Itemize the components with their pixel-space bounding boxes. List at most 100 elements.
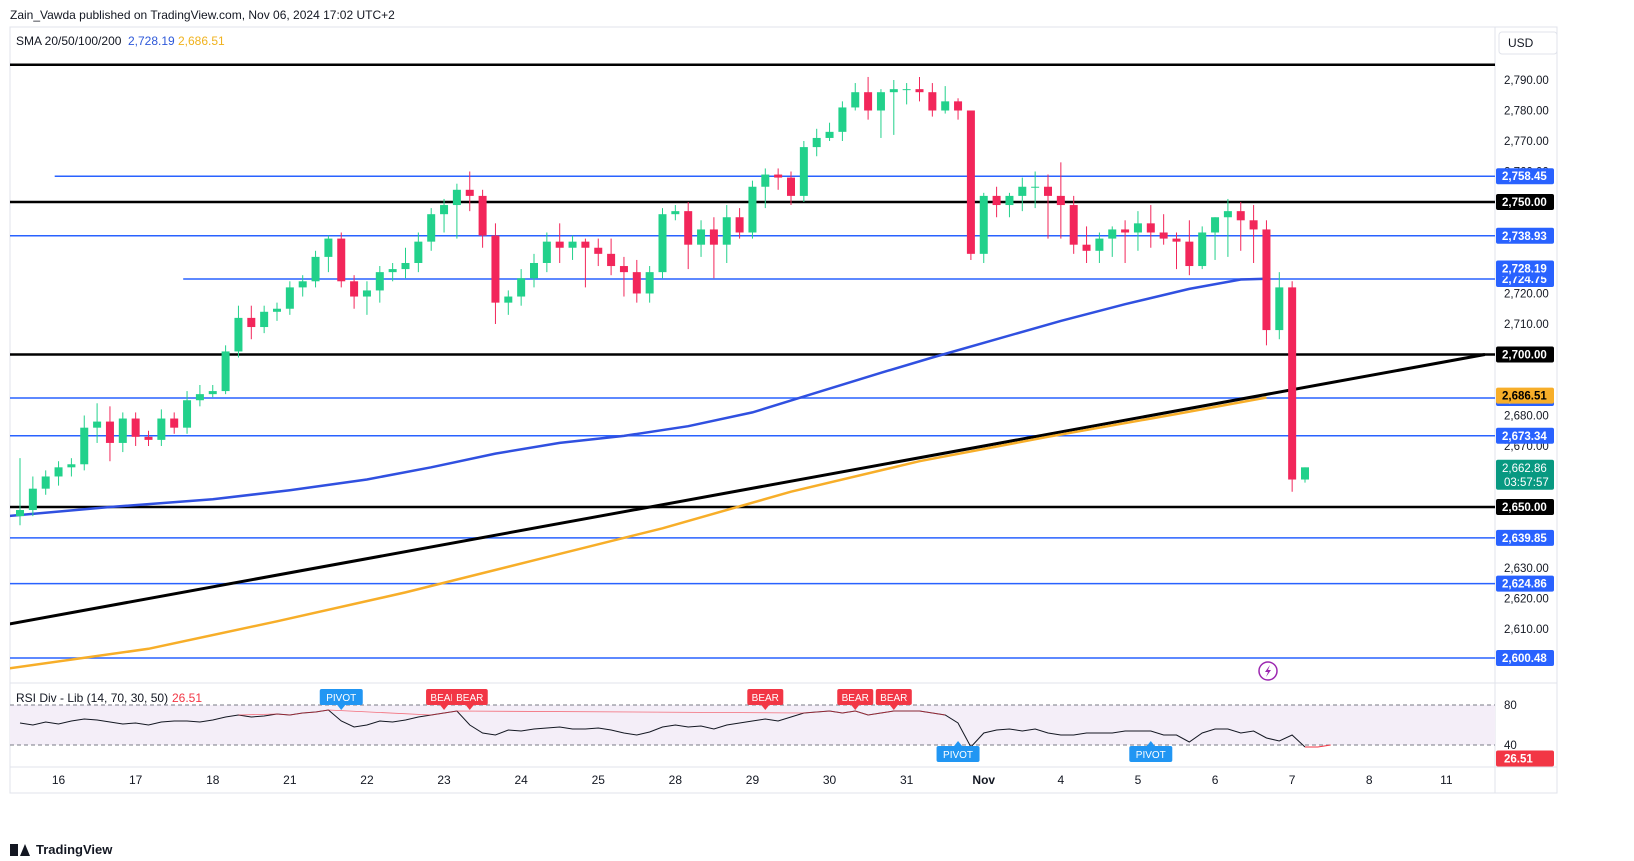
price-axis[interactable]: 2,790.002,780.002,770.002,760.002,720.00…	[1496, 75, 1554, 666]
candle-body[interactable]	[979, 195, 988, 254]
candle-body[interactable]	[1121, 229, 1130, 233]
candle-body[interactable]	[144, 436, 153, 440]
candle-body[interactable]	[876, 92, 885, 111]
candle-body[interactable]	[799, 147, 808, 196]
pivot-marker[interactable]	[1129, 746, 1173, 762]
candle-body[interactable]	[684, 211, 693, 245]
candle-body[interactable]	[941, 101, 950, 111]
candle-body[interactable]	[1005, 195, 1014, 206]
candle-body[interactable]	[504, 296, 513, 303]
candle-body[interactable]	[1249, 220, 1258, 230]
candle-body[interactable]	[530, 262, 538, 279]
candle-body[interactable]	[401, 262, 410, 270]
candle-body[interactable]	[440, 205, 449, 215]
candle-body[interactable]	[388, 269, 397, 273]
candle-body[interactable]	[1198, 232, 1207, 267]
candle-body[interactable]	[157, 418, 166, 440]
bear-marker[interactable]	[837, 689, 874, 705]
candle-body[interactable]	[632, 272, 641, 294]
candle-body[interactable]	[285, 287, 294, 309]
candle-body[interactable]	[208, 391, 217, 395]
candle-body[interactable]	[864, 92, 873, 111]
candle-body[interactable]	[247, 317, 256, 328]
candle-body[interactable]	[1301, 467, 1309, 480]
candle-body[interactable]	[298, 281, 307, 288]
candle-body[interactable]	[1211, 217, 1220, 233]
candle-body[interactable]	[311, 256, 320, 282]
candle-body[interactable]	[555, 241, 564, 248]
candle-body[interactable]	[992, 195, 1001, 206]
candle-body[interactable]	[80, 427, 89, 465]
candle-body[interactable]	[221, 351, 230, 392]
candle-body[interactable]	[915, 89, 924, 93]
candle-body[interactable]	[118, 418, 127, 443]
candle-body[interactable]	[16, 510, 24, 517]
candle-body[interactable]	[234, 317, 243, 352]
candle-body[interactable]	[273, 308, 281, 312]
candle-body[interactable]	[1185, 241, 1194, 267]
candle-body[interactable]	[1223, 211, 1232, 218]
candle-body[interactable]	[594, 247, 603, 254]
lightning-icon[interactable]	[1258, 661, 1278, 681]
candle-body[interactable]	[1146, 223, 1155, 233]
candle-body[interactable]	[1044, 186, 1052, 196]
candle-body[interactable]	[1069, 205, 1078, 245]
candle-body[interactable]	[478, 195, 487, 236]
candle-body[interactable]	[619, 266, 628, 273]
candle-body[interactable]	[427, 214, 436, 242]
bear-marker[interactable]	[747, 689, 784, 705]
candle-body[interactable]	[362, 290, 371, 297]
candle-body[interactable]	[41, 476, 50, 489]
candle-body[interactable]	[1095, 238, 1104, 251]
currency-button[interactable]: USD	[1498, 31, 1558, 55]
candle-body[interactable]	[709, 229, 718, 245]
candle-body[interactable]	[645, 272, 654, 294]
candle-body[interactable]	[1288, 287, 1297, 480]
candle-body[interactable]	[195, 394, 204, 401]
candle-body[interactable]	[966, 110, 975, 254]
candle-body[interactable]	[517, 278, 526, 297]
bear-marker[interactable]	[875, 689, 912, 705]
candle-body[interactable]	[452, 189, 461, 206]
candle-body[interactable]	[954, 101, 963, 111]
time-axis[interactable]: 16 17 18 21 22 23 24 25 28 29 30 31 Nov 4 5 6 7 8 11	[52, 773, 1453, 787]
candle-body[interactable]	[337, 238, 346, 282]
candle-body[interactable]	[1262, 229, 1271, 331]
candle-body[interactable]	[735, 217, 744, 233]
candle-body[interactable]	[93, 421, 102, 428]
candle-body[interactable]	[812, 137, 821, 148]
candle-body[interactable]	[1018, 186, 1027, 196]
candle-body[interactable]	[722, 217, 731, 245]
candle-body[interactable]	[748, 186, 757, 233]
bear-marker[interactable]	[451, 689, 488, 705]
candle-body[interactable]	[542, 241, 551, 263]
candle-body[interactable]	[491, 235, 500, 303]
pivot-marker[interactable]	[319, 689, 363, 705]
candle-body[interactable]	[375, 272, 384, 291]
candle-body[interactable]	[414, 241, 423, 263]
candle-body[interactable]	[671, 211, 680, 215]
candle-body[interactable]	[1275, 287, 1284, 331]
candle-body[interactable]	[658, 214, 667, 273]
candle-body[interactable]	[1133, 223, 1142, 233]
candle-body[interactable]	[1031, 186, 1040, 188]
candle-body[interactable]	[851, 92, 860, 108]
candle-body[interactable]	[581, 241, 590, 248]
candle-body[interactable]	[902, 89, 911, 91]
candle-body[interactable]	[183, 400, 192, 428]
candle-body[interactable]	[697, 229, 706, 245]
candle-body[interactable]	[105, 421, 114, 443]
candle-body[interactable]	[1159, 232, 1168, 239]
candles-group[interactable]	[16, 76, 1309, 526]
candle-body[interactable]	[825, 131, 834, 138]
candle-body[interactable]	[350, 281, 359, 297]
candle-body[interactable]	[54, 467, 63, 477]
candle-body[interactable]	[761, 174, 770, 187]
candle-body[interactable]	[607, 253, 616, 267]
pivot-marker[interactable]	[936, 746, 980, 762]
candle-body[interactable]	[1082, 244, 1091, 251]
candle-body[interactable]	[889, 89, 898, 93]
candle-body[interactable]	[774, 174, 783, 178]
